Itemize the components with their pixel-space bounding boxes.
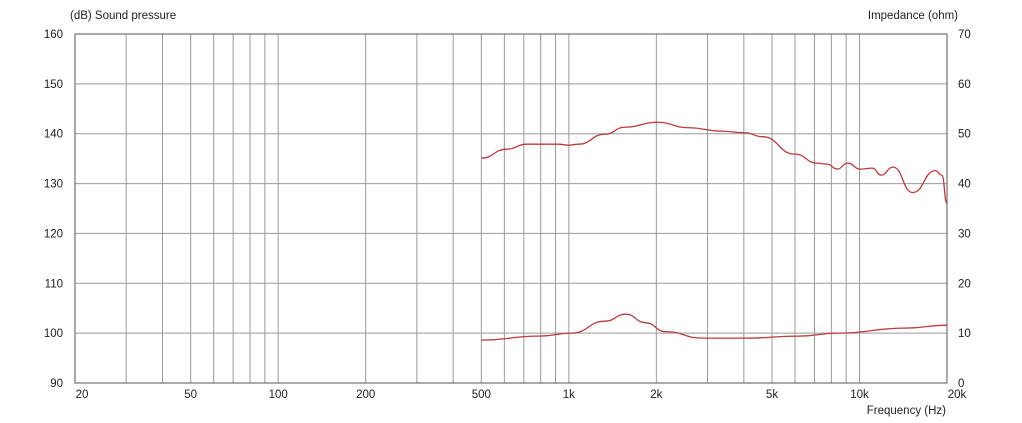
plot-frame [74,33,948,384]
x-tick-label: 1k [563,389,575,401]
x-axis-title: Frequency (Hz) [867,405,946,417]
impedance-curve [481,313,948,341]
y-left-tick-label: 100 [44,328,63,340]
x-tick-label: 20k [948,389,967,401]
right-axis-title: Impedance (ohm) [868,10,958,22]
y-right-tick-label: 40 [958,179,971,191]
y-right-tick-label: 50 [958,129,971,141]
x-tick-label: 200 [356,389,375,401]
y-left-tick-label: 140 [44,129,63,141]
x-tick-label: 20 [76,389,89,401]
y-right-tick-label: 20 [958,278,971,290]
y-right-tick-label: 0 [958,378,964,390]
y-left-tick-label: 130 [44,179,63,191]
y-left-tick-label: 120 [44,228,63,240]
y-left-tick-label: 150 [44,79,63,91]
y-left-tick-label: 110 [45,278,63,290]
x-tick-label: 500 [472,389,491,401]
x-tick-label: 2k [650,389,662,401]
y-left-tick-label: 160 [44,29,63,41]
y-right-tick-label: 10 [958,328,971,340]
x-tick-label: 10k [850,389,869,401]
x-tick-label: 5k [766,389,778,401]
y-right-tick-label: 60 [958,79,971,91]
y-left-tick-label: 90 [50,378,63,390]
x-tick-label: 50 [184,389,197,401]
left-axis-title: (dB) Sound pressure [70,10,176,22]
y-right-tick-label: 30 [958,228,971,240]
y-right-tick-label: 70 [958,29,971,41]
x-tick-label: 100 [269,389,288,401]
spl-curve [481,121,948,205]
